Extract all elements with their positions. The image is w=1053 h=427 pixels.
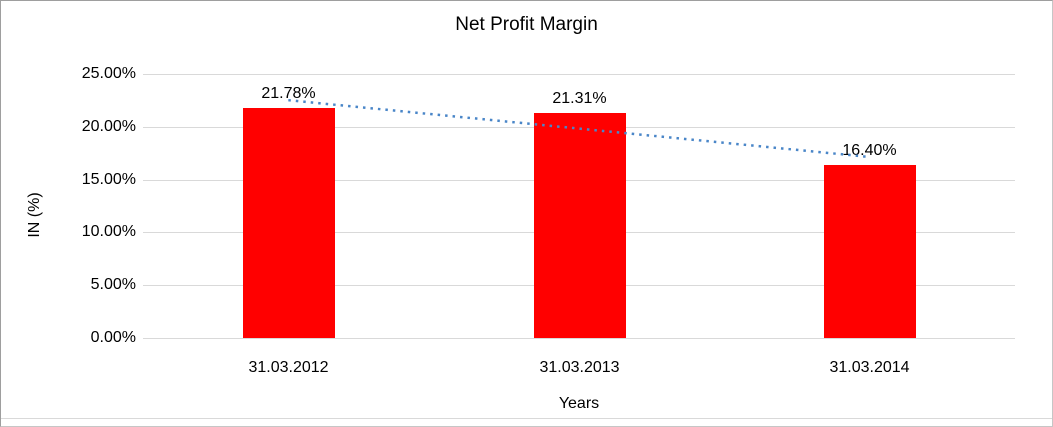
bar-value-label: 21.78% <box>261 85 316 103</box>
bar <box>533 112 626 338</box>
x-tick-label: 31.03.2013 <box>539 359 620 376</box>
plot-area: 21.78% 21.31% 16.40% <box>143 74 1015 339</box>
x-axis-title: Years <box>558 395 600 412</box>
bar-value-label: 16.40% <box>842 141 897 159</box>
bar-group: 21.31% <box>434 74 725 338</box>
bar-group: 16.40% <box>724 74 1015 338</box>
bar-group: 21.78% <box>143 74 434 338</box>
y-tick-label: 0.00% <box>90 329 136 346</box>
bar <box>823 164 916 338</box>
chart-title: Net Profit Margin <box>455 14 598 35</box>
y-tick-label: 15.00% <box>81 171 136 188</box>
y-tick-label: 25.00% <box>81 65 136 82</box>
y-tick-label: 10.00% <box>81 223 136 240</box>
bar <box>242 108 335 338</box>
chart-bottom-rule <box>1 418 1052 419</box>
gridline <box>143 74 1015 75</box>
bar-value-label: 21.31% <box>552 89 607 107</box>
y-tick-label: 20.00% <box>81 118 136 135</box>
y-tick-label: 5.00% <box>90 276 136 293</box>
x-tick-label: 31.03.2012 <box>248 359 329 376</box>
gridline <box>143 338 1015 339</box>
x-tick-label: 31.03.2014 <box>829 359 910 376</box>
